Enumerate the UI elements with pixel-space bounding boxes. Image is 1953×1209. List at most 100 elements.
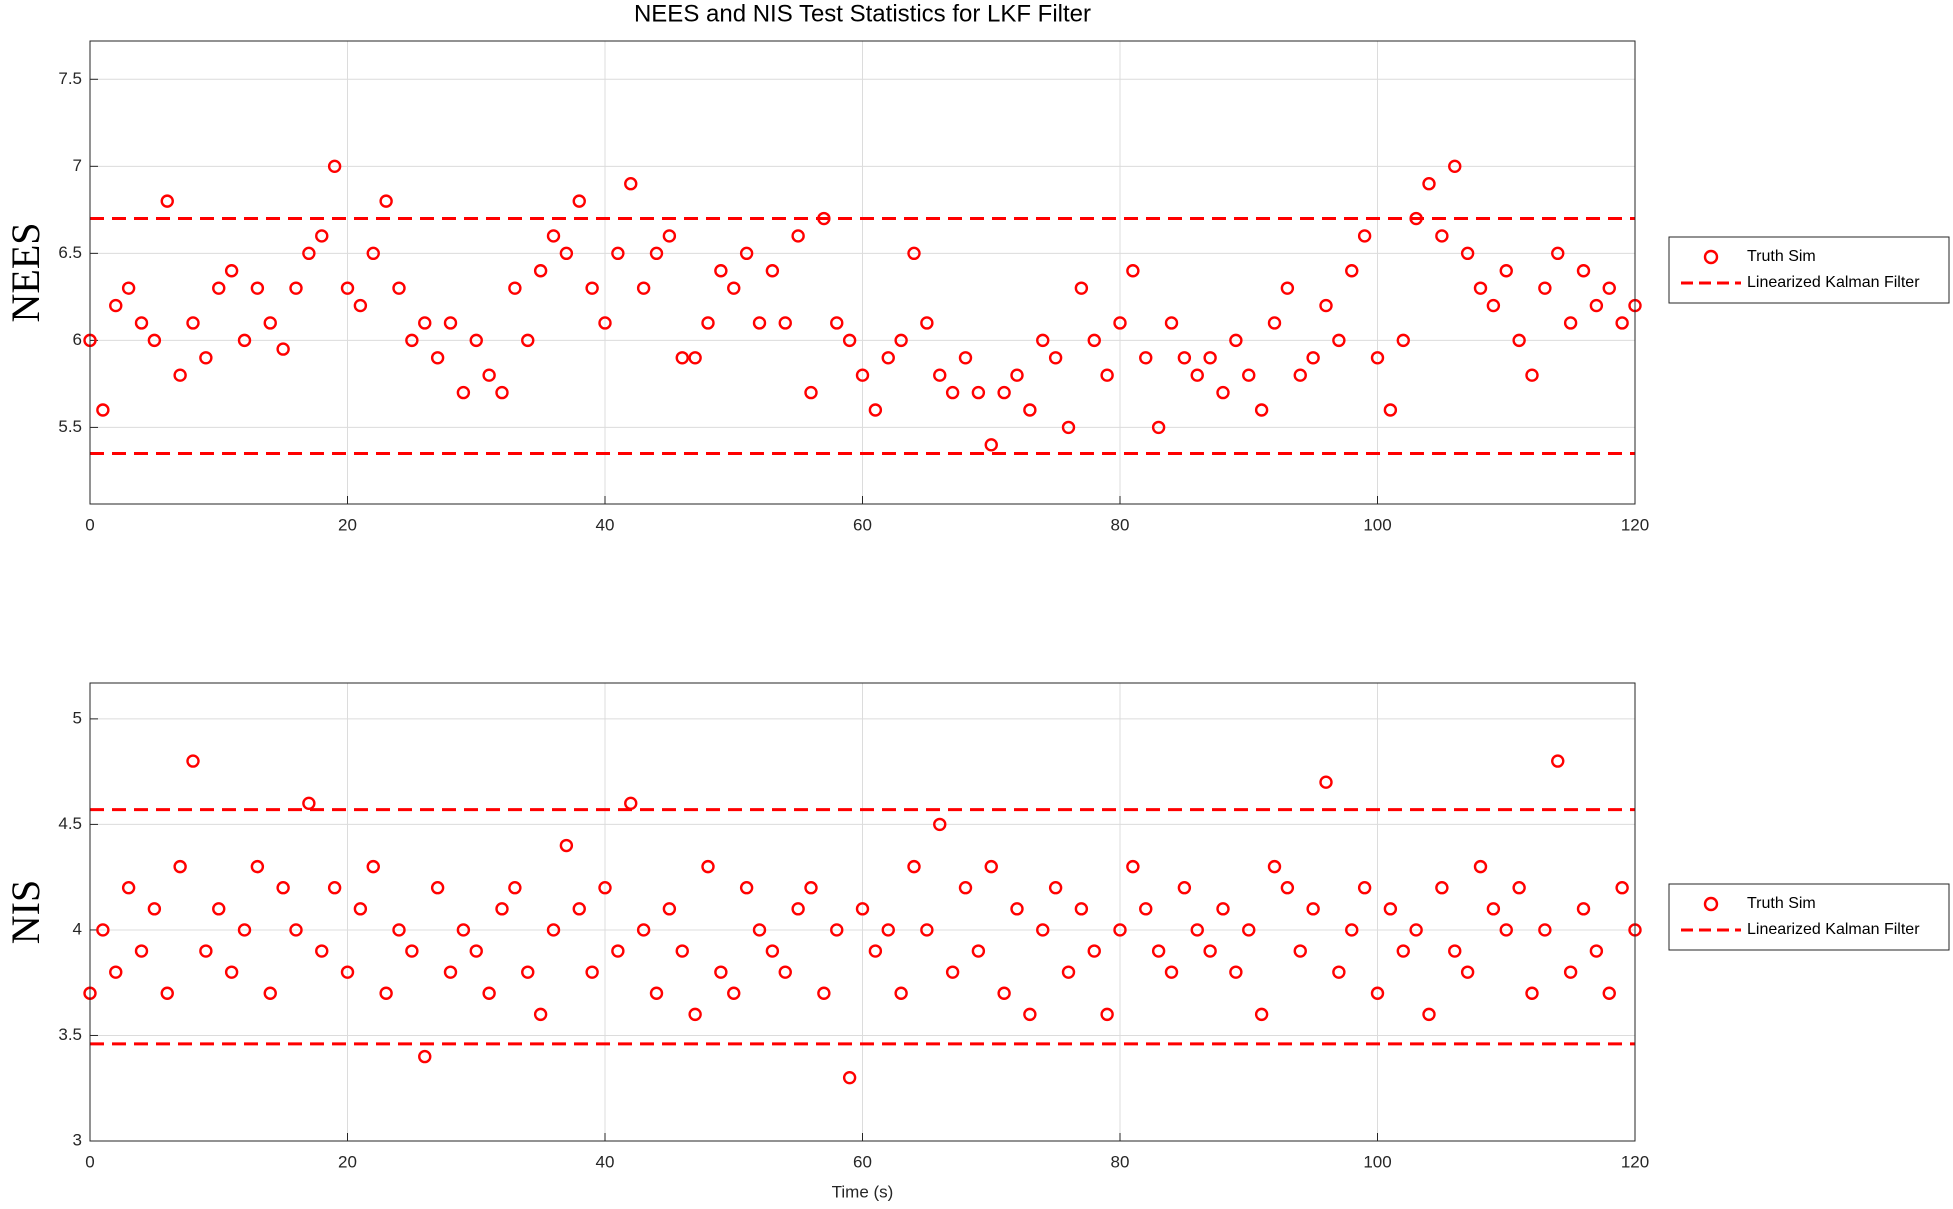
data-point bbox=[881, 923, 895, 937]
data-point bbox=[224, 264, 239, 278]
data-point bbox=[1409, 923, 1423, 937]
x-tick-label: 0 bbox=[85, 515, 94, 534]
data-point bbox=[920, 316, 934, 330]
data-point bbox=[1370, 986, 1385, 1000]
data-point bbox=[353, 298, 368, 313]
x-tick-label: 40 bbox=[596, 1152, 615, 1171]
data-point bbox=[521, 333, 535, 348]
data-point bbox=[1216, 902, 1230, 916]
data-point bbox=[469, 944, 483, 958]
data-point bbox=[392, 281, 406, 295]
data-point bbox=[701, 316, 715, 330]
data-point bbox=[109, 298, 123, 313]
data-point bbox=[96, 403, 110, 417]
x-tick-label: 80 bbox=[1111, 515, 1130, 534]
y-tick-label: 6.5 bbox=[58, 243, 82, 262]
data-point bbox=[1332, 333, 1346, 348]
data-point bbox=[315, 229, 329, 243]
data-point bbox=[340, 281, 355, 295]
data-point bbox=[971, 944, 986, 958]
data-point bbox=[636, 923, 651, 937]
data-point bbox=[1229, 965, 1243, 979]
x-tick-label: 120 bbox=[1621, 515, 1649, 534]
data-point bbox=[1473, 281, 1488, 295]
data-point bbox=[791, 229, 805, 243]
data-point bbox=[1203, 944, 1217, 958]
data-point bbox=[1074, 902, 1089, 916]
data-point bbox=[1499, 264, 1513, 278]
data-point bbox=[1293, 368, 1307, 382]
data-point bbox=[495, 902, 509, 916]
data-point bbox=[482, 986, 496, 1000]
data-point bbox=[1126, 264, 1140, 278]
data-point bbox=[1602, 986, 1616, 1000]
data-point bbox=[1177, 881, 1192, 895]
data-point bbox=[1422, 1007, 1436, 1022]
data-point bbox=[881, 351, 895, 365]
data-point bbox=[559, 838, 574, 853]
y-tick-label: 3.5 bbox=[58, 1025, 82, 1044]
data-point bbox=[1357, 881, 1372, 895]
data-point bbox=[212, 902, 226, 916]
data-point bbox=[1563, 965, 1578, 979]
data-point bbox=[649, 986, 664, 1000]
data-point bbox=[1087, 944, 1101, 958]
data-point bbox=[469, 333, 483, 348]
data-point bbox=[1525, 986, 1539, 1000]
data-point bbox=[778, 316, 792, 330]
data-point bbox=[1280, 881, 1295, 895]
data-point bbox=[1563, 316, 1578, 330]
data-point bbox=[984, 859, 998, 874]
legend-box bbox=[1668, 883, 1950, 951]
data-point bbox=[1203, 351, 1217, 365]
data-point bbox=[1396, 944, 1410, 958]
data-layer bbox=[83, 159, 1642, 452]
data-point bbox=[1306, 351, 1320, 365]
data-point bbox=[559, 246, 574, 261]
data-point bbox=[508, 281, 522, 295]
data-point bbox=[533, 264, 548, 278]
data-point bbox=[508, 881, 522, 895]
data-point bbox=[701, 859, 715, 874]
data-point bbox=[263, 316, 277, 330]
data-point bbox=[572, 902, 586, 916]
data-point bbox=[817, 986, 831, 1000]
data-point bbox=[984, 438, 998, 452]
x-tick-label: 60 bbox=[853, 515, 872, 534]
data-point bbox=[585, 965, 599, 979]
data-point bbox=[160, 194, 174, 208]
data-point bbox=[1190, 368, 1204, 382]
data-point bbox=[1190, 923, 1204, 937]
data-point bbox=[1267, 859, 1282, 874]
data-point bbox=[134, 316, 149, 330]
data-point bbox=[186, 316, 200, 330]
data-point bbox=[1074, 281, 1089, 295]
data-point bbox=[830, 923, 844, 937]
x-tick-label: 20 bbox=[338, 1152, 357, 1171]
data-point bbox=[1486, 298, 1501, 313]
data-point bbox=[1512, 881, 1526, 895]
data-point bbox=[482, 368, 496, 382]
data-point bbox=[276, 881, 290, 895]
y-tick-label: 4 bbox=[73, 919, 82, 938]
data-point bbox=[688, 1007, 702, 1022]
data-point bbox=[945, 385, 960, 400]
data-point bbox=[1061, 420, 1076, 435]
data-point bbox=[237, 333, 252, 348]
data-point bbox=[1254, 403, 1269, 417]
data-point bbox=[366, 246, 380, 261]
data-point bbox=[302, 796, 316, 811]
data-point bbox=[1551, 246, 1565, 261]
data-point bbox=[546, 229, 561, 243]
data-point bbox=[958, 881, 973, 895]
data-point bbox=[456, 385, 471, 400]
data-point bbox=[315, 944, 329, 958]
legend-label: Linearized Kalman Filter bbox=[1747, 921, 1920, 938]
data-point bbox=[521, 965, 535, 979]
data-point bbox=[1280, 281, 1295, 295]
data-point bbox=[533, 1007, 548, 1022]
data-layer bbox=[83, 754, 1642, 1085]
data-point bbox=[1435, 881, 1449, 895]
data-point bbox=[1306, 902, 1320, 916]
